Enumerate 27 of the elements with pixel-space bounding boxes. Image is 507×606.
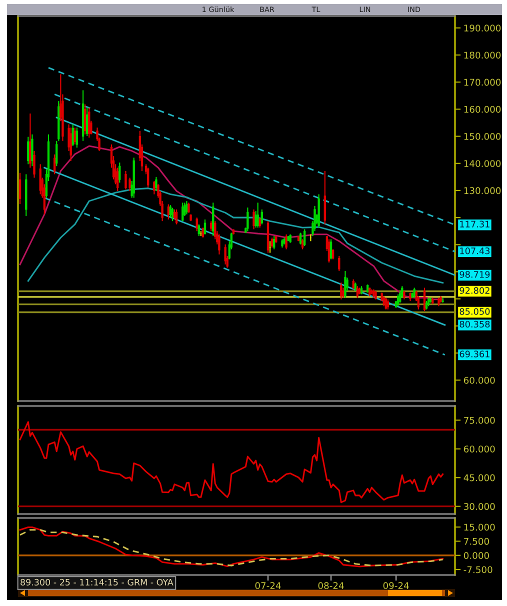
data-label: 69.361 <box>460 350 490 358</box>
y-tick-label: 190.000 <box>464 24 501 32</box>
y-tick-label: 140.000 <box>464 160 501 167</box>
x-tick-label: 09-24 <box>383 582 409 590</box>
y-tick-label: 15.000 <box>464 524 495 531</box>
y-tick-label: 130.000 <box>464 187 501 194</box>
y-tick-label: 7.500 <box>464 538 489 545</box>
y-tick-label: 0.000 <box>464 552 489 559</box>
data-label: 98.719 <box>460 271 490 278</box>
data-label: 117.31 <box>460 220 490 228</box>
ref-line-label: 85.050 <box>460 308 490 315</box>
y-tick-label: 75.000 <box>464 416 495 424</box>
x-tick-label: 07-24 <box>255 582 281 590</box>
ref-line-label: 92.802 <box>460 287 490 294</box>
y-tick-label: 60.000 <box>464 446 495 453</box>
y-tick-label: 160.000 <box>464 106 501 113</box>
y-tick-label: -7.500 <box>464 566 492 574</box>
data-label: 107.43 <box>460 247 490 254</box>
data-label: 80.358 <box>460 320 490 328</box>
y-tick-label: 180.000 <box>464 52 501 59</box>
text: 89.300 - 25 - 11:14:15 - GRM - OYA <box>20 578 174 586</box>
y-tick-label: 45.000 <box>464 474 495 482</box>
y-tick-label: 170.000 <box>464 78 501 86</box>
y-tick-label: 150.000 <box>464 132 501 140</box>
x-tick-label: 08-24 <box>318 582 344 590</box>
y-tick-label: 30.000 <box>464 503 495 510</box>
y-tick-label: 60.000 <box>464 376 495 384</box>
